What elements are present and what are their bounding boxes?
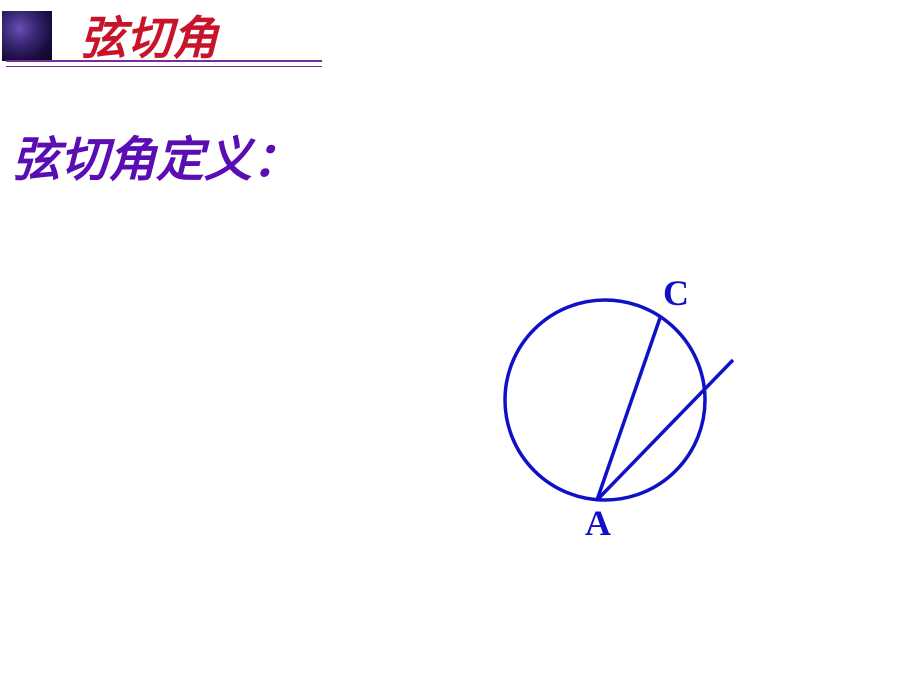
label-a: A [585,502,611,544]
diagram-container: C A [485,280,745,545]
definition-heading: 弦切角定义： [12,120,920,190]
page-title: 弦切角 [80,2,218,68]
diagram-chord-line [597,318,660,500]
tangent-chord-diagram [485,280,745,540]
header: 弦切角 [0,0,920,68]
label-c: C [663,272,689,314]
sphere-icon [2,11,52,61]
title-underline [6,60,322,61]
diagram-circle [505,300,705,500]
